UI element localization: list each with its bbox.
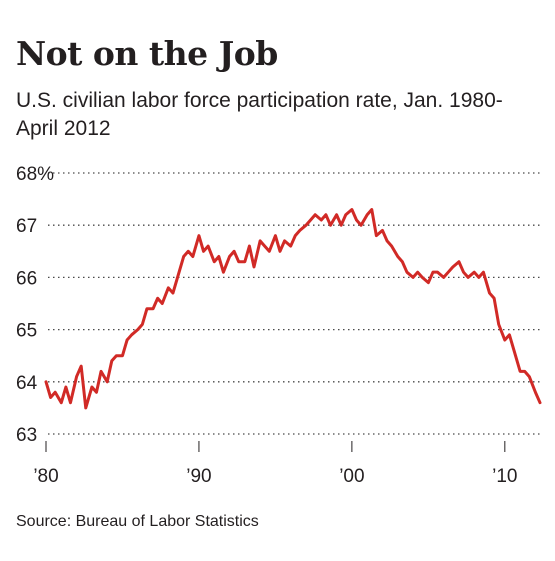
series-layer [44, 208, 542, 410]
y-tick-label: 65 [16, 321, 37, 342]
x-tick-label: ’90 [186, 466, 211, 487]
x-axis-labels: ’80 ’90 ’00 ’10 [33, 441, 518, 487]
x-tick-label: ’80 [33, 466, 58, 487]
series-line [44, 208, 542, 410]
x-tick-label: ’10 [492, 466, 517, 487]
y-tick-label: 66 [16, 268, 37, 289]
x-tick-label: ’00 [339, 466, 364, 487]
y-tick-label: 68% [16, 164, 54, 185]
gridlines [48, 172, 543, 435]
y-axis-labels: 68% 67 66 65 64 63 [16, 164, 54, 446]
y-tick-label: 64 [16, 373, 38, 394]
chart-subtitle: U.S. civilian labor force participation … [16, 89, 503, 140]
y-tick-label: 67 [16, 216, 37, 237]
chart-title: Not on the Job [16, 34, 278, 73]
y-tick-label: 63 [16, 425, 37, 446]
source-note: Source: Bureau of Labor Statistics [16, 513, 259, 530]
